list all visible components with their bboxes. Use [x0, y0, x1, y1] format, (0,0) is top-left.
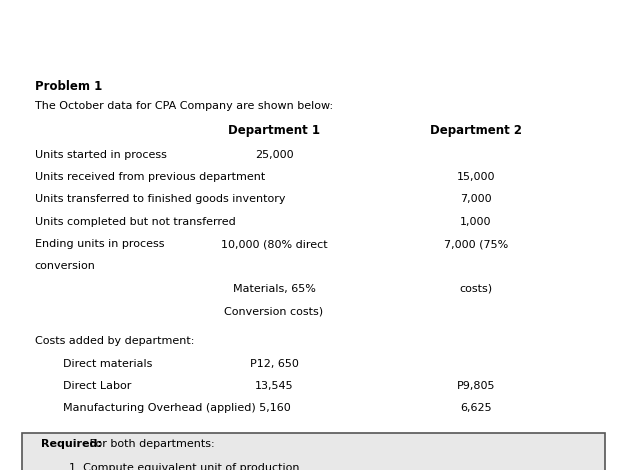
Text: Direct Labor: Direct Labor: [35, 381, 131, 391]
Text: Required:: Required:: [41, 439, 102, 449]
Text: Department 2: Department 2: [430, 124, 522, 137]
Text: P9,805: P9,805: [456, 381, 495, 391]
Text: 1. Compute equivalent unit of production.: 1. Compute equivalent unit of production…: [41, 463, 303, 470]
Text: 13,545: 13,545: [255, 381, 294, 391]
Text: 7,000: 7,000: [460, 195, 491, 204]
Text: Problem 1: Problem 1: [35, 80, 102, 93]
Text: Ending units in process: Ending units in process: [35, 239, 164, 249]
Text: 15,000: 15,000: [456, 172, 495, 182]
Text: Manufacturing Overhead (applied) 5,160: Manufacturing Overhead (applied) 5,160: [35, 403, 290, 414]
Text: conversion: conversion: [35, 261, 96, 271]
Text: Costs added by department:: Costs added by department:: [35, 337, 194, 346]
Text: P12, 650: P12, 650: [249, 359, 299, 369]
Text: 7,000 (75%: 7,000 (75%: [444, 239, 508, 249]
Text: The October data for CPA Company are shown below:: The October data for CPA Company are sho…: [35, 102, 333, 111]
Text: For both departments:: For both departments:: [86, 439, 215, 449]
Text: 10,000 (80% direct: 10,000 (80% direct: [220, 239, 328, 249]
Text: Materials, 65%: Materials, 65%: [232, 284, 316, 294]
Text: Units started in process: Units started in process: [35, 149, 166, 160]
FancyBboxPatch shape: [22, 433, 605, 470]
Text: costs): costs): [459, 284, 492, 294]
Text: Units completed but not transferred: Units completed but not transferred: [35, 217, 236, 227]
Text: Direct materials: Direct materials: [35, 359, 152, 369]
Text: 6,625: 6,625: [460, 403, 491, 414]
Text: Conversion costs): Conversion costs): [224, 306, 324, 316]
Text: Units received from previous department: Units received from previous department: [35, 172, 265, 182]
Text: 25,000: 25,000: [255, 149, 294, 160]
Text: Units transferred to finished goods inventory: Units transferred to finished goods inve…: [35, 195, 285, 204]
Text: Department 1: Department 1: [228, 124, 320, 137]
Text: 1,000: 1,000: [460, 217, 491, 227]
